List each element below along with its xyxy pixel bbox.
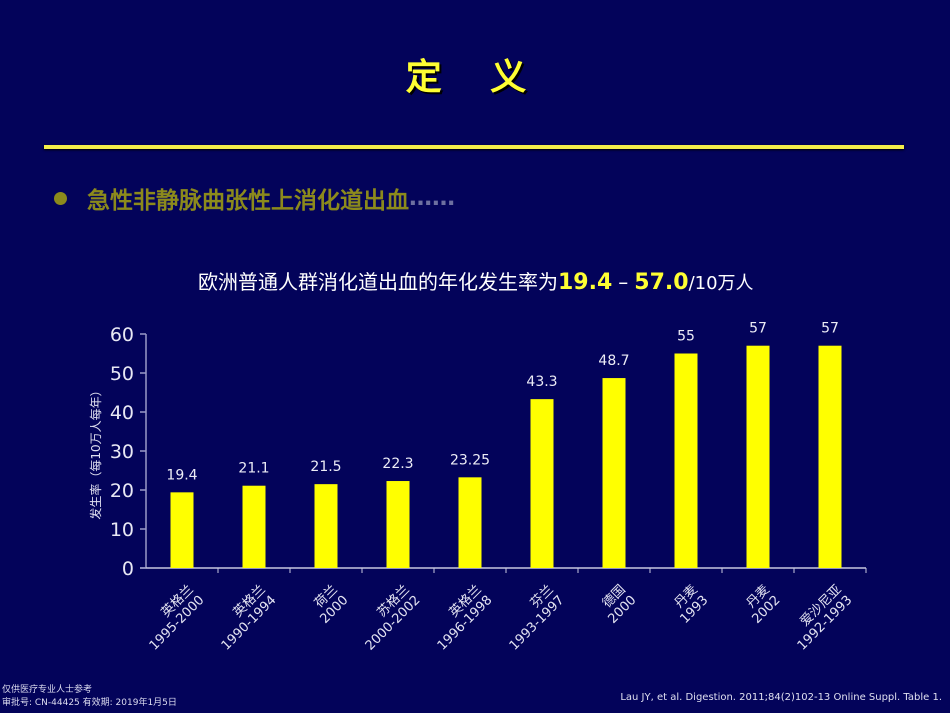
bar (674, 353, 698, 568)
bar-value-label: 23.25 (450, 452, 490, 468)
y-axis-title: 发生率（每10万人每年） (88, 384, 103, 519)
bar (314, 484, 338, 568)
y-tick-label: 40 (110, 402, 134, 424)
citation: Lau JY, et al. Digestion. 2011;84(2)102-… (620, 692, 942, 703)
bar (170, 492, 194, 568)
chart-title: 欧洲普通人群消化道出血的年化发生率为19.4–57.0/10万人 (198, 266, 754, 295)
footer-line-1: 仅供医疗专业人士参考 (2, 685, 93, 695)
y-tick-label: 60 (110, 324, 134, 346)
footer-line-2: 审批号: CN-44425 有效期: 2019年1月5日 (2, 698, 177, 708)
bar-value-label: 57 (749, 321, 767, 337)
bar-value-label: 43.3 (526, 374, 557, 390)
bar-value-label: 57 (821, 321, 839, 337)
bar-value-label: 19.4 (166, 467, 197, 483)
chart-title-prefix: 欧洲普通人群消化道出血的年化发生率为 (198, 270, 558, 294)
bar (818, 345, 842, 568)
chart-title-unit: /10万人 (688, 273, 754, 294)
y-tick-label: 30 (110, 441, 134, 463)
bar-value-label: 21.1 (238, 461, 269, 477)
bar (746, 345, 770, 568)
chart-title-dash: – (618, 270, 629, 294)
bullet-point: 急性非静脉曲张性上消化道出血 …… (54, 178, 455, 218)
bar (530, 399, 554, 568)
y-tick-label: 10 (110, 519, 134, 541)
title-divider (44, 145, 904, 149)
y-tick-label: 0 (122, 558, 134, 580)
bar (386, 481, 410, 568)
slide-title: 定 义 (405, 57, 545, 98)
chart-title-low: 19.4 (558, 270, 613, 295)
bullet-dot-icon (54, 191, 67, 205)
bar-value-label: 21.5 (310, 459, 341, 475)
bar (602, 378, 626, 568)
footer-disclaimer: 仅供医疗专业人士参考 审批号: CN-44425 有效期: 2019年1月5日 (2, 684, 177, 710)
bar (458, 477, 482, 568)
y-tick-label: 20 (110, 480, 134, 502)
chart-title-high: 57.0 (634, 270, 689, 295)
bar-value-label: 48.7 (598, 353, 629, 369)
bar-value-label: 55 (677, 329, 695, 345)
bar (242, 485, 266, 568)
bullet-ellipsis: …… (409, 185, 455, 211)
bar-value-label: 22.3 (382, 456, 413, 472)
bullet-text: 急性非静脉曲张性上消化道出血 (87, 188, 409, 214)
y-tick-label: 50 (110, 363, 134, 385)
